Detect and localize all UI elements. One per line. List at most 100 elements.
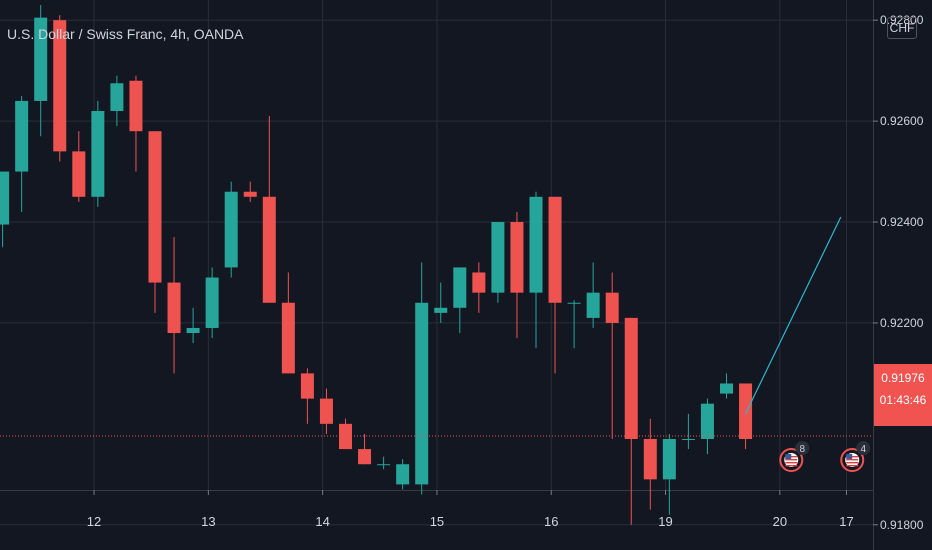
flag-canton: [846, 454, 853, 459]
candle-body-up: [377, 464, 391, 466]
candle-body-down: [739, 383, 753, 439]
candle: [148, 131, 162, 313]
candle: [53, 15, 67, 162]
candle-body-down: [510, 222, 524, 293]
candle-body-up: [91, 111, 105, 197]
economic-event-marker[interactable]: 4: [840, 441, 871, 472]
price-tick-label: 0.91800: [880, 518, 924, 532]
candle-body-down: [339, 423, 352, 450]
candle-body-up: [205, 277, 219, 328]
flag-stripe: [846, 462, 859, 464]
chart-overlay: [0, 216, 873, 437]
time-tick-label: 17: [839, 514, 853, 529]
candle: [396, 459, 410, 490]
event-count-badge: [856, 441, 871, 455]
flag-stripe: [785, 462, 798, 464]
candle: [300, 368, 314, 424]
candle-body-down: [129, 80, 143, 132]
candle: [434, 282, 448, 323]
candle-body-down: [148, 131, 162, 283]
time-tick-label: 20: [773, 514, 787, 529]
event-count: 8: [799, 444, 805, 455]
candle-body-up: [110, 83, 124, 112]
candle-body-up: [491, 222, 505, 293]
time-tick-label: 13: [201, 514, 215, 529]
candle: [339, 418, 352, 450]
candle-body-down: [262, 196, 276, 303]
bar-countdown: 01:43:46: [879, 393, 927, 407]
candle-body-up: [415, 302, 429, 485]
candle: [186, 307, 200, 344]
time-tick-label: 12: [87, 514, 101, 529]
candle: [0, 171, 10, 248]
candle: [624, 317, 638, 525]
candle-body-up: [662, 438, 676, 480]
price-tick-label: 0.92800: [880, 13, 924, 27]
time-tick-label: 16: [544, 514, 558, 529]
candle: [491, 222, 505, 303]
time-tick-label: 14: [315, 514, 329, 529]
trend-line[interactable]: [745, 216, 842, 415]
candle-body-up: [34, 17, 48, 101]
candle: [205, 267, 219, 339]
candle: [319, 388, 333, 434]
event-count-badge: [795, 441, 810, 455]
flag-stripe: [785, 459, 798, 461]
candle-body-down: [300, 373, 314, 399]
price-axis[interactable]: 0.92800 0.92600 0.92400 0.92200 0.91800: [873, 13, 924, 532]
last-price-tag: 0.91976 01:43:46: [874, 364, 932, 426]
candle: [510, 211, 524, 339]
candle: [700, 398, 714, 455]
candle: [377, 456, 391, 470]
flag-stripe: [846, 465, 859, 467]
event-count: 4: [860, 444, 866, 455]
candle: [15, 95, 29, 212]
candle: [262, 116, 276, 303]
currency-badge[interactable]: CHF: [887, 17, 917, 39]
candle: [643, 418, 657, 510]
candle-body-down: [167, 282, 181, 334]
time-axis[interactable]: 91213141516192017: [0, 490, 854, 529]
candle: [605, 272, 619, 439]
candle-body-down: [548, 196, 562, 303]
candle-body-down: [624, 317, 638, 439]
price-tick-label: 0.92200: [880, 316, 924, 330]
candle: [167, 237, 181, 374]
candle: [91, 100, 105, 207]
candle-body-up: [700, 403, 714, 439]
price-tick-label: 0.92400: [880, 215, 924, 229]
candle: [681, 413, 695, 450]
candle: [243, 181, 257, 202]
candle: [529, 191, 543, 349]
candle-body-down: [319, 398, 333, 424]
candle-body-up: [434, 307, 448, 313]
candle-series: [0, 5, 753, 525]
candle-body-up: [453, 267, 467, 308]
candle: [358, 433, 372, 465]
candle-body-down: [53, 20, 67, 152]
candle: [415, 262, 429, 495]
candle-body-up: [567, 302, 581, 304]
symbol-title[interactable]: U.S. Dollar / Swiss Franc, 4h, OANDA: [7, 26, 244, 42]
candle-body-down: [358, 449, 372, 465]
candle-body-up: [396, 464, 410, 485]
candle: [129, 75, 143, 172]
candle: [739, 383, 753, 450]
candle: [453, 267, 467, 334]
candle: [281, 272, 295, 374]
economic-event-marker[interactable]: 8: [779, 441, 810, 472]
candle: [34, 5, 48, 137]
candle-body-down: [472, 272, 486, 293]
candle: [224, 181, 238, 278]
candle: [548, 196, 562, 374]
candle-body-up: [586, 292, 600, 318]
candle-body-down: [281, 302, 295, 374]
candle: [472, 262, 486, 313]
candle-body-up: [0, 171, 10, 225]
candle: [720, 373, 733, 399]
candle-body-up: [681, 438, 695, 440]
last-price-value: 0.91976: [881, 371, 925, 385]
